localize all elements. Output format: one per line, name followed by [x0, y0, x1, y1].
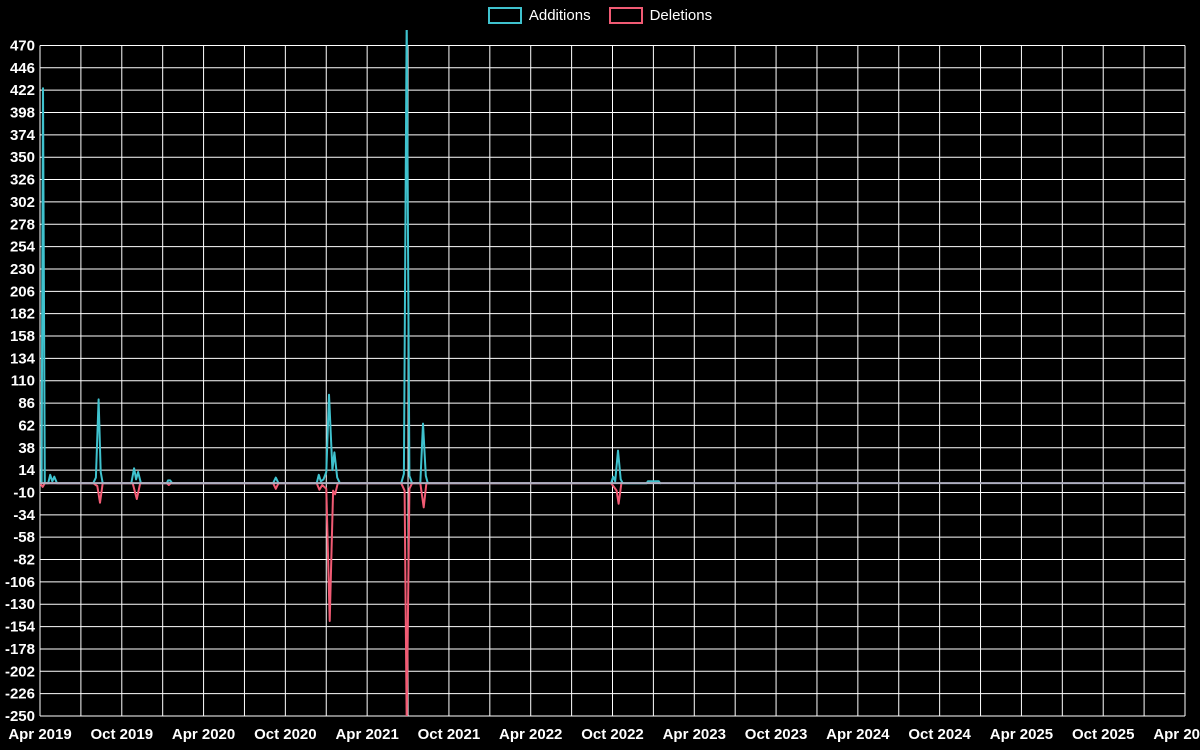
legend-label-deletions: Deletions — [649, 7, 713, 24]
y-axis-tick-label: -34 — [13, 507, 35, 524]
y-axis-tick-label: 62 — [18, 417, 35, 434]
y-axis-tick-label: -154 — [5, 619, 36, 636]
y-axis-tick-label: 446 — [10, 60, 35, 77]
y-axis-tick-label: 38 — [18, 440, 35, 457]
y-axis-tick-label: 422 — [10, 82, 35, 99]
y-axis-tick-label: 206 — [10, 283, 35, 300]
additions-line — [40, 30, 662, 485]
y-axis-tick-label: 350 — [10, 149, 35, 166]
y-axis-tick-label: 158 — [10, 328, 35, 345]
x-axis-tick-label: Oct 2020 — [254, 726, 317, 743]
y-axis-tick-label: 398 — [10, 105, 35, 122]
x-axis-tick-label: Oct 2022 — [581, 726, 644, 743]
y-axis-tick-label: -202 — [5, 663, 35, 680]
y-axis-tick-label: -250 — [5, 708, 35, 725]
y-axis-tick-label: -10 — [13, 484, 35, 501]
x-axis-tick-label: Apr 2022 — [499, 726, 562, 743]
y-axis-tick-label: 302 — [10, 194, 35, 211]
additions-swatch-icon — [487, 7, 522, 24]
y-axis-tick-label: 254 — [10, 239, 36, 256]
chart-legend: Additions Deletions — [0, 7, 1200, 24]
y-axis-tick-label: -178 — [5, 641, 35, 658]
y-axis-tick-label: 134 — [10, 350, 36, 367]
x-axis-tick-label: Apr 2019 — [8, 726, 71, 743]
legend-label-additions: Additions — [528, 7, 591, 24]
y-axis-tick-label: -226 — [5, 686, 35, 703]
y-axis-tick-label: 182 — [10, 306, 35, 323]
x-axis-tick-label: Oct 2024 — [908, 726, 971, 743]
y-axis-tick-label: -106 — [5, 574, 35, 591]
legend-item-additions[interactable]: Additions — [487, 7, 591, 24]
y-axis-tick-label: 14 — [18, 462, 35, 479]
deletions-swatch-icon — [608, 7, 643, 24]
y-axis-tick-label: 326 — [10, 172, 35, 189]
deletions-line — [40, 482, 623, 716]
x-axis-tick-label: Oct 2021 — [418, 726, 481, 743]
x-axis-tick-label: Apr 2025 — [990, 726, 1053, 743]
legend-item-deletions[interactable]: Deletions — [608, 7, 713, 24]
x-axis-tick-label: Apr 2021 — [335, 726, 398, 743]
x-axis-tick-label: Oct 2025 — [1072, 726, 1135, 743]
y-axis-tick-label: -82 — [13, 552, 35, 569]
y-axis-tick-label: -130 — [5, 596, 35, 613]
y-axis-tick-label: 278 — [10, 216, 35, 233]
y-axis-tick-label: 86 — [18, 395, 35, 412]
x-axis-tick-label: Oct 2023 — [745, 726, 808, 743]
y-axis-tick-label: 230 — [10, 261, 35, 278]
y-axis-tick-label: 470 — [10, 37, 35, 54]
y-axis-tick-label: -58 — [13, 529, 35, 546]
x-axis-tick-label: Apr 2024 — [826, 726, 890, 743]
x-axis-tick-label: Apr 2023 — [663, 726, 726, 743]
y-axis-tick-label: 374 — [10, 127, 36, 144]
x-axis-tick-label: Apr 2026 — [1153, 726, 1200, 743]
x-axis-tick-label: Apr 2020 — [172, 726, 235, 743]
y-axis-tick-label: 110 — [11, 373, 35, 390]
x-axis-tick-label: Oct 2019 — [91, 726, 154, 743]
